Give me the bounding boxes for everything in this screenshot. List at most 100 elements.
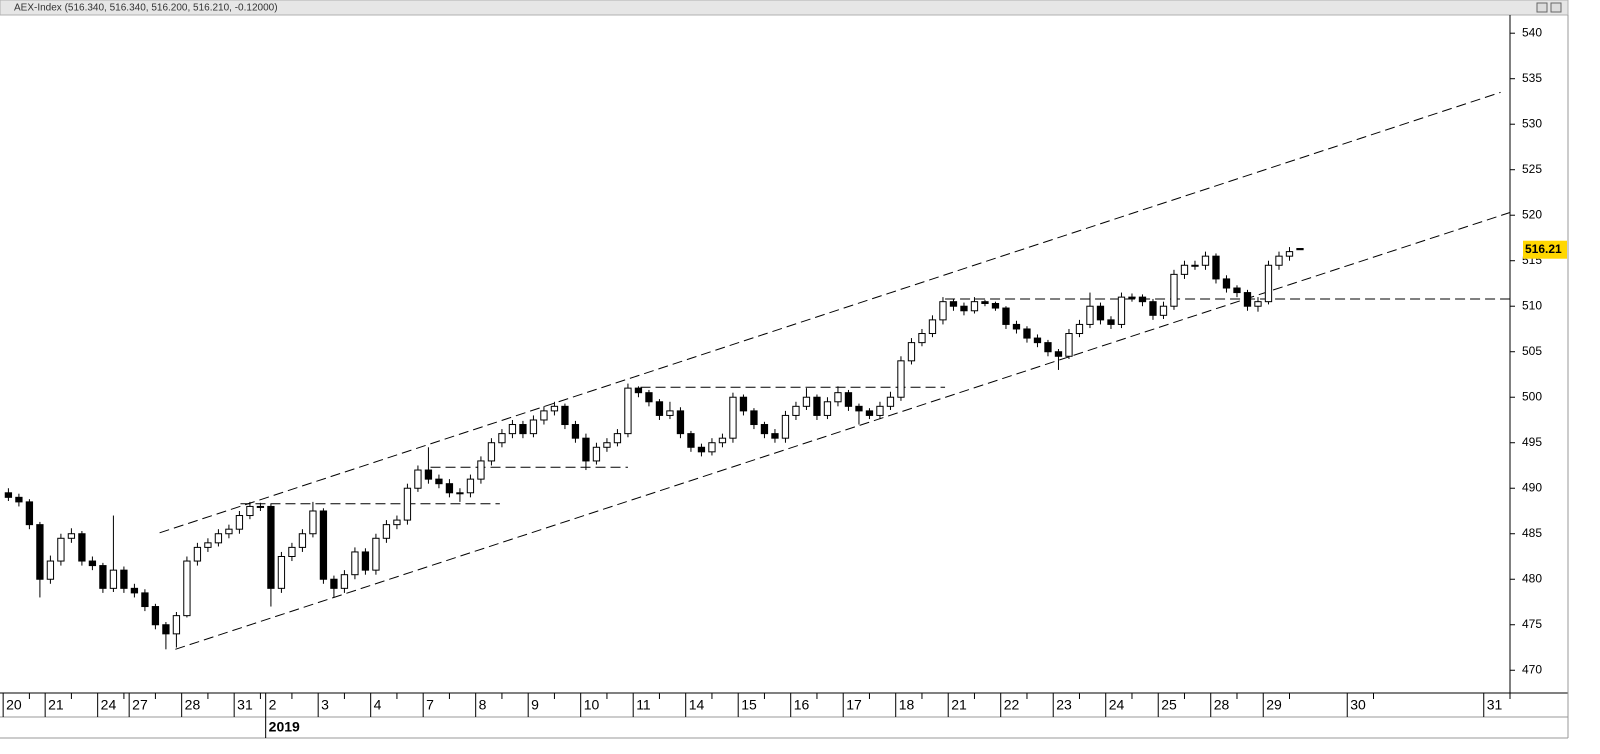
candle-body bbox=[561, 405, 569, 426]
candle-body bbox=[109, 569, 118, 589]
x-tick-label: 8 bbox=[479, 697, 487, 713]
candle-body bbox=[1075, 323, 1084, 335]
y-tick-label: 495 bbox=[1522, 435, 1542, 449]
candle-body bbox=[424, 469, 433, 480]
candle-body bbox=[760, 424, 769, 435]
header-bar bbox=[0, 0, 1569, 16]
candle-body bbox=[718, 437, 727, 444]
candle-body bbox=[1002, 307, 1010, 325]
candle-body bbox=[393, 519, 401, 526]
candle-body bbox=[330, 578, 338, 589]
candle-body bbox=[466, 478, 475, 494]
candle-body bbox=[78, 533, 86, 562]
candle-body bbox=[834, 392, 842, 403]
candle-body bbox=[1159, 305, 1168, 316]
last-price-box bbox=[1523, 240, 1567, 259]
trend-line bbox=[159, 91, 1501, 534]
x-tick-label: 28 bbox=[1214, 697, 1230, 713]
candle-body bbox=[1191, 264, 1199, 267]
candle-body bbox=[141, 592, 149, 608]
candle-body bbox=[781, 414, 790, 439]
candle-body bbox=[1054, 351, 1063, 357]
x-tick-label: 23 bbox=[1056, 697, 1072, 713]
candle-body bbox=[666, 410, 674, 416]
x-tick-label: 21 bbox=[951, 697, 967, 713]
x-tick-label: 31 bbox=[1487, 697, 1503, 713]
candle-body bbox=[403, 487, 412, 521]
window-button[interactable] bbox=[1550, 2, 1562, 13]
x-tick-label: 28 bbox=[185, 697, 201, 713]
candle-body bbox=[1212, 255, 1220, 280]
candle-body bbox=[225, 528, 233, 535]
candle-body bbox=[550, 405, 559, 412]
candle-body bbox=[382, 524, 391, 539]
candle-body bbox=[1138, 296, 1147, 303]
y-tick-label: 505 bbox=[1522, 344, 1542, 358]
x-tick-label: 27 bbox=[132, 697, 148, 713]
candle-body bbox=[750, 410, 758, 426]
candle-body bbox=[655, 401, 664, 416]
candle-body bbox=[1233, 287, 1241, 294]
x-tick-label: 30 bbox=[1350, 697, 1366, 713]
candle-body bbox=[613, 433, 622, 444]
y-tick-label: 540 bbox=[1522, 25, 1542, 39]
candle-body bbox=[529, 419, 538, 435]
candle-body bbox=[456, 492, 464, 495]
candle-body bbox=[151, 606, 160, 626]
candle-body bbox=[235, 515, 244, 530]
candle-body bbox=[624, 387, 632, 435]
x-tick-label: 7 bbox=[426, 697, 434, 713]
x-tick-label: 24 bbox=[1109, 697, 1125, 713]
candle-body bbox=[571, 424, 580, 439]
candle-body bbox=[15, 496, 23, 503]
x-tick-label: 31 bbox=[237, 697, 253, 713]
candle-body bbox=[288, 546, 296, 557]
candle-body bbox=[1065, 333, 1073, 357]
x-tick-label: 18 bbox=[899, 697, 915, 713]
candle-body bbox=[802, 396, 811, 407]
x-tick-label: 4 bbox=[374, 697, 382, 713]
candle-body bbox=[582, 437, 590, 462]
candle-body bbox=[25, 501, 34, 526]
candle-body bbox=[1296, 248, 1304, 251]
candle-body bbox=[277, 555, 286, 589]
candle-body bbox=[1254, 301, 1262, 307]
candle-body bbox=[162, 624, 170, 635]
candle-body bbox=[414, 469, 422, 489]
candle-body bbox=[267, 505, 275, 589]
x-tick-label: 15 bbox=[741, 697, 757, 713]
candle-body bbox=[739, 396, 748, 412]
window-button[interactable] bbox=[1536, 2, 1548, 13]
candle-body bbox=[1117, 296, 1126, 325]
candle-body bbox=[855, 405, 863, 412]
x-tick-label: 22 bbox=[1004, 697, 1020, 713]
x-tick-label: 25 bbox=[1161, 697, 1177, 713]
candle-body bbox=[603, 442, 611, 448]
candle-body bbox=[256, 505, 265, 508]
candle-body bbox=[928, 319, 937, 335]
candle-body bbox=[67, 533, 76, 539]
y-tick-label: 510 bbox=[1522, 298, 1542, 312]
y-tick-label: 480 bbox=[1522, 571, 1542, 585]
candle-body bbox=[844, 392, 853, 407]
x-tick-label: 16 bbox=[794, 697, 810, 713]
candle-body bbox=[886, 396, 895, 407]
candle-body bbox=[172, 615, 181, 635]
y-tick-label: 485 bbox=[1522, 526, 1542, 540]
candle-body bbox=[340, 574, 349, 589]
candle-body bbox=[120, 569, 128, 589]
candle-body bbox=[1149, 301, 1157, 316]
x-tick-label: 20 bbox=[6, 697, 22, 713]
candle-body bbox=[1285, 251, 1294, 257]
x-tick-label: 24 bbox=[101, 697, 117, 713]
candle-body bbox=[498, 433, 506, 444]
y-tick-label: 525 bbox=[1522, 162, 1542, 176]
candle-body bbox=[1275, 255, 1283, 266]
candle-body bbox=[1222, 278, 1231, 289]
candle-body bbox=[634, 387, 643, 394]
candle-body bbox=[1264, 264, 1273, 303]
y-tick-label: 535 bbox=[1522, 71, 1542, 85]
candle-body bbox=[4, 492, 13, 498]
candle-body bbox=[1023, 328, 1031, 339]
